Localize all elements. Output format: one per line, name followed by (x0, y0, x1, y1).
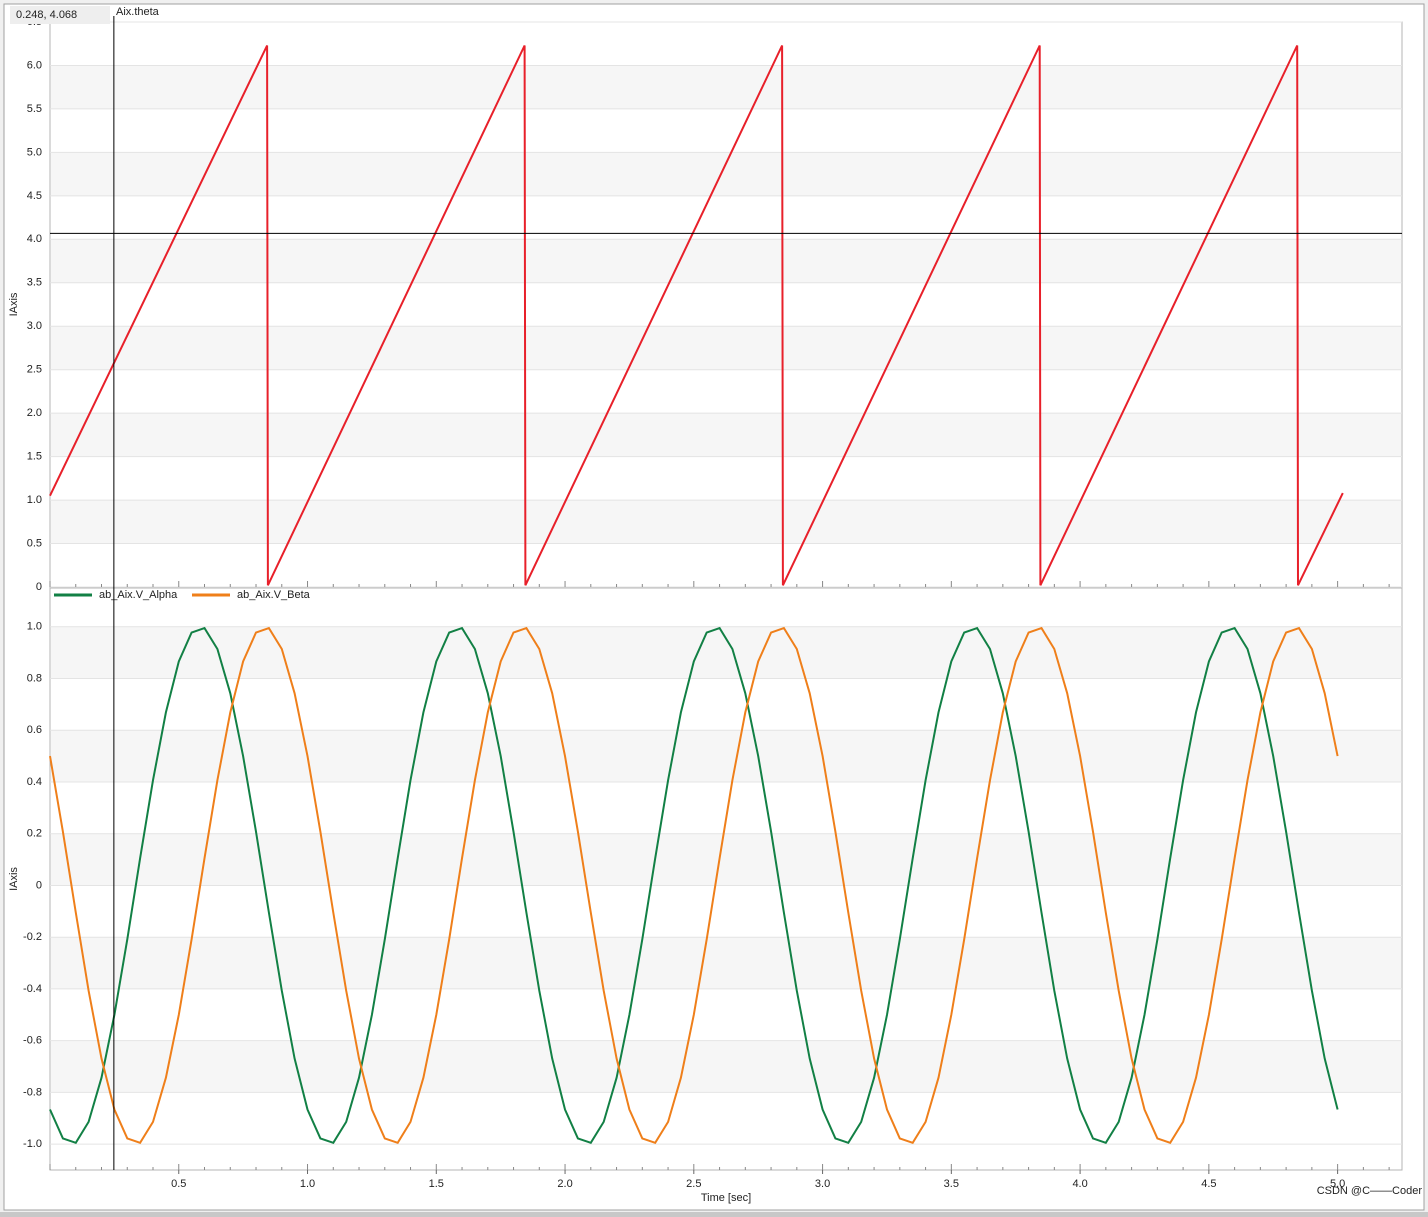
x-tick-label: 1.0 (300, 1178, 315, 1190)
y-tick-label: 0.2 (27, 828, 42, 840)
legend-label: ab_Aix.V_Beta (237, 589, 311, 601)
data-line (49, 626, 1339, 1145)
y-tick-label: -1.0 (23, 1138, 42, 1150)
data-line (49, 45, 1344, 586)
grid-band (51, 626, 1401, 679)
x-tick-label: 3.5 (944, 1178, 959, 1190)
x-tick-label: 5.0 (1330, 1178, 1345, 1190)
x-tick-label: 2.5 (686, 1178, 701, 1190)
y-axis-label: IAxis (8, 292, 20, 316)
y-axis-label: IAxis (8, 867, 20, 891)
plot-area (49, 21, 1403, 588)
legend-label: ab_Aix.V_Alpha (99, 589, 178, 601)
cursor-readout-box (10, 6, 110, 24)
y-tick-label: 1.0 (27, 621, 42, 633)
x-tick-label: 3.0 (815, 1178, 830, 1190)
y-tick-label: 2.0 (27, 407, 42, 419)
y-tick-label: 4.0 (27, 233, 42, 245)
x-axis-label: Time [sec] (701, 1192, 751, 1204)
x-tick-label: 4.5 (1201, 1178, 1216, 1190)
y-tick-label: 3.5 (27, 277, 42, 289)
y-tick-label: 1.0 (27, 494, 42, 506)
y-tick-label: -0.4 (23, 983, 42, 995)
y-tick-label: 0 (36, 581, 42, 593)
y-tick-label: 0 (36, 879, 42, 891)
y-tick-label: 5.0 (27, 146, 42, 158)
grid-band (51, 730, 1401, 782)
grid-band (51, 239, 1401, 283)
y-tick-label: 1.5 (27, 451, 42, 463)
y-tick-label: 0.4 (27, 776, 42, 788)
watermark: CSDN @C——Coder (1317, 1185, 1423, 1197)
y-tick-label: 6.0 (27, 59, 42, 71)
x-tick-label: 1.5 (429, 1178, 444, 1190)
y-tick-label: 0.8 (27, 672, 42, 684)
y-tick-label: 4.5 (27, 190, 42, 202)
grid-band (51, 413, 1401, 457)
grid-band (51, 1040, 1401, 1093)
grid-band (51, 152, 1401, 196)
grid-band (51, 937, 1401, 989)
cursor-readout: 0.248, 4.068 (16, 9, 77, 21)
y-tick-label: -0.8 (23, 1086, 42, 1098)
y-tick-label: -0.2 (23, 931, 42, 943)
data-line (49, 626, 1339, 1145)
grid-band (51, 833, 1401, 886)
y-tick-label: -0.6 (23, 1035, 42, 1047)
y-tick-label: 2.5 (27, 364, 42, 376)
grid-band (51, 65, 1401, 109)
x-tick-label: 0.5 (171, 1178, 186, 1190)
x-tick-label: 2.0 (557, 1178, 572, 1190)
legend-label: Aix.theta (116, 6, 160, 18)
grid-band (51, 500, 1401, 544)
y-tick-label: 3.0 (27, 320, 42, 332)
y-tick-label: 0.5 (27, 537, 42, 549)
x-tick-label: 4.0 (1072, 1178, 1087, 1190)
grid-band (51, 326, 1401, 370)
y-tick-label: 5.5 (27, 103, 42, 115)
y-tick-label: 0.6 (27, 724, 42, 736)
scrollbar (0, 1212, 1428, 1217)
